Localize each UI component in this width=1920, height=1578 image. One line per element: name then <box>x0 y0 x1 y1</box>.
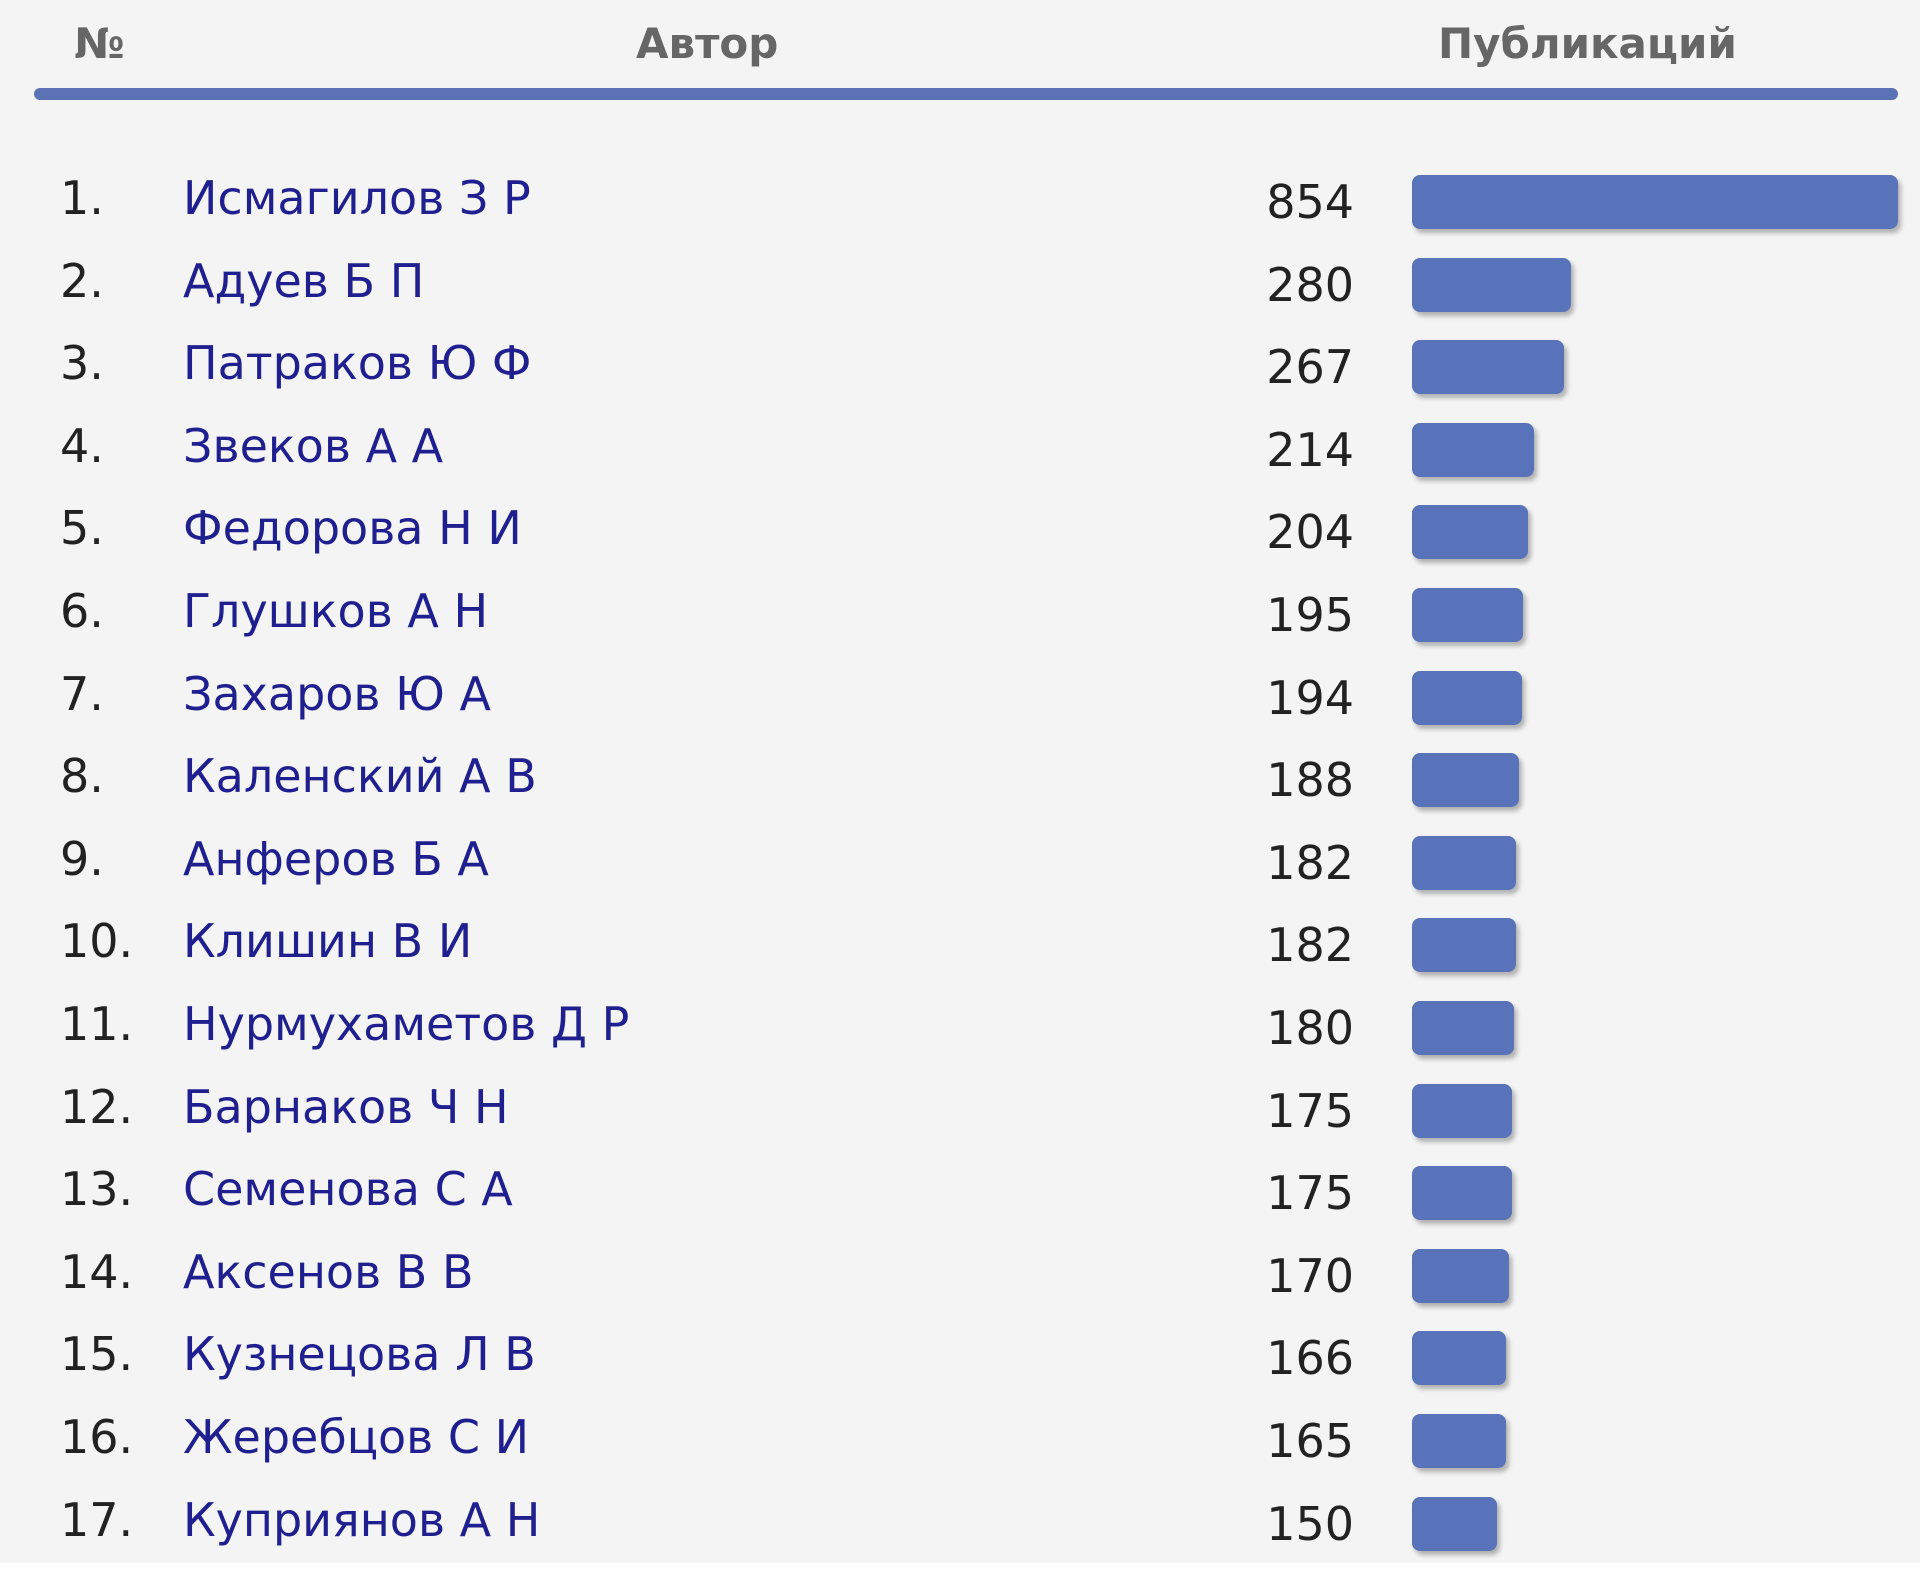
author-link[interactable]: Клишин В И <box>183 914 473 969</box>
table-row: 12. Барнаков Ч Н 175 <box>0 1066 1920 1148</box>
publication-bar <box>1412 1331 1506 1386</box>
author-link[interactable]: Патраков Ю Ф <box>183 336 532 391</box>
row-rank: 11. <box>60 997 134 1051</box>
publication-count: 166 <box>1266 1331 1354 1386</box>
row-rank: 17. <box>60 1492 134 1547</box>
publication-bar <box>1412 1001 1514 1055</box>
table-row: 9. Анферов Б А 182 <box>0 818 1920 900</box>
publication-count: 194 <box>1266 670 1354 725</box>
row-rank: 7. <box>60 666 104 721</box>
publication-bar <box>1412 588 1523 642</box>
table-row: 8. Каленский А В 188 <box>0 735 1920 817</box>
column-header-author: Автор <box>636 19 779 68</box>
publication-bar <box>1412 670 1522 725</box>
row-rank: 15. <box>60 1327 134 1382</box>
table-row: 5. Федорова Н И 204 <box>0 487 1920 569</box>
row-rank: 6. <box>60 584 104 638</box>
row-rank: 16. <box>60 1410 134 1464</box>
author-link[interactable]: Федорова Н И <box>183 501 522 556</box>
table-row: 10. Клишин В И 182 <box>0 900 1920 982</box>
row-rank: 13. <box>60 1162 134 1217</box>
publication-count: 182 <box>1266 835 1354 890</box>
table-row: 17. Куприянов А Н 150 <box>0 1479 1920 1561</box>
header-divider <box>34 88 1898 100</box>
table-row: 14. Аксенов В В 170 <box>0 1231 1920 1313</box>
row-rank: 10. <box>60 914 134 969</box>
table-row: 15. Кузнецова Л В 166 <box>0 1313 1920 1395</box>
author-link[interactable]: Глушков А Н <box>183 584 489 638</box>
column-header-publications: Публикаций <box>1438 19 1737 68</box>
publication-count: 214 <box>1266 422 1354 477</box>
publication-count: 280 <box>1266 257 1354 312</box>
author-link[interactable]: Семенова С А <box>183 1162 513 1217</box>
author-link[interactable]: Исмагилов З Р <box>183 171 531 225</box>
row-rank: 12. <box>60 1079 134 1134</box>
row-rank: 2. <box>60 253 104 308</box>
publication-bar <box>1412 340 1564 395</box>
author-link[interactable]: Барнаков Ч Н <box>183 1079 509 1134</box>
publication-count: 854 <box>1266 175 1354 229</box>
publication-count: 170 <box>1266 1248 1354 1303</box>
column-header-number: № <box>74 19 125 68</box>
table-row: 6. Глушков А Н 195 <box>0 570 1920 652</box>
table-row: 11. Нурмухаметов Д Р 180 <box>0 983 1920 1065</box>
author-link[interactable]: Каленский А В <box>183 749 537 804</box>
table-row: 3. Патраков Ю Ф 267 <box>0 322 1920 404</box>
publication-bar <box>1412 505 1528 560</box>
publication-count: 188 <box>1266 753 1354 808</box>
publication-bar <box>1412 1166 1512 1221</box>
table-row: 2. Адуев Б П 280 <box>0 240 1920 322</box>
publication-count: 165 <box>1266 1414 1354 1468</box>
publication-bar <box>1412 753 1519 808</box>
row-rank: 14. <box>60 1244 134 1299</box>
author-link[interactable]: Звеков А А <box>183 418 444 473</box>
row-rank: 1. <box>60 171 104 225</box>
publication-bar <box>1412 1496 1497 1551</box>
publication-count: 204 <box>1266 505 1354 560</box>
publication-count: 150 <box>1266 1496 1354 1551</box>
publication-bar <box>1412 175 1898 229</box>
table-row: 4. Звеков А А 214 <box>0 405 1920 487</box>
author-link[interactable]: Кузнецова Л В <box>183 1327 536 1382</box>
author-link[interactable]: Захаров Ю А <box>183 666 491 721</box>
publication-count: 195 <box>1266 588 1354 642</box>
publication-bar <box>1412 835 1516 890</box>
row-rank: 4. <box>60 418 104 473</box>
publication-count: 267 <box>1266 340 1354 395</box>
row-rank: 9. <box>60 831 104 886</box>
row-rank: 8. <box>60 749 104 804</box>
row-rank: 3. <box>60 336 104 391</box>
row-rank: 5. <box>60 501 104 556</box>
publication-count: 180 <box>1266 1001 1354 1055</box>
publication-bar <box>1412 1414 1506 1468</box>
author-link[interactable]: Жеребцов С И <box>183 1410 530 1464</box>
publication-count: 182 <box>1266 918 1354 973</box>
publication-bar <box>1412 422 1534 477</box>
table-row: 13. Семенова С А 175 <box>0 1148 1920 1230</box>
publication-bar <box>1412 1248 1509 1303</box>
table-row: 1. Исмагилов З Р 854 <box>0 157 1920 239</box>
publication-bar <box>1412 918 1516 973</box>
publication-count: 175 <box>1266 1166 1354 1221</box>
table-row: 16. Жеребцов С И 165 <box>0 1396 1920 1478</box>
publication-count: 175 <box>1266 1083 1354 1138</box>
author-link[interactable]: Адуев Б П <box>183 253 425 308</box>
author-link[interactable]: Нурмухаметов Д Р <box>183 997 630 1051</box>
table-row: 7. Захаров Ю А 194 <box>0 653 1920 735</box>
author-link[interactable]: Аксенов В В <box>183 1244 474 1299</box>
author-link[interactable]: Куприянов А Н <box>183 1492 541 1547</box>
publication-bar <box>1412 1083 1512 1138</box>
publication-bar <box>1412 257 1571 312</box>
author-link[interactable]: Анферов Б А <box>183 831 489 886</box>
